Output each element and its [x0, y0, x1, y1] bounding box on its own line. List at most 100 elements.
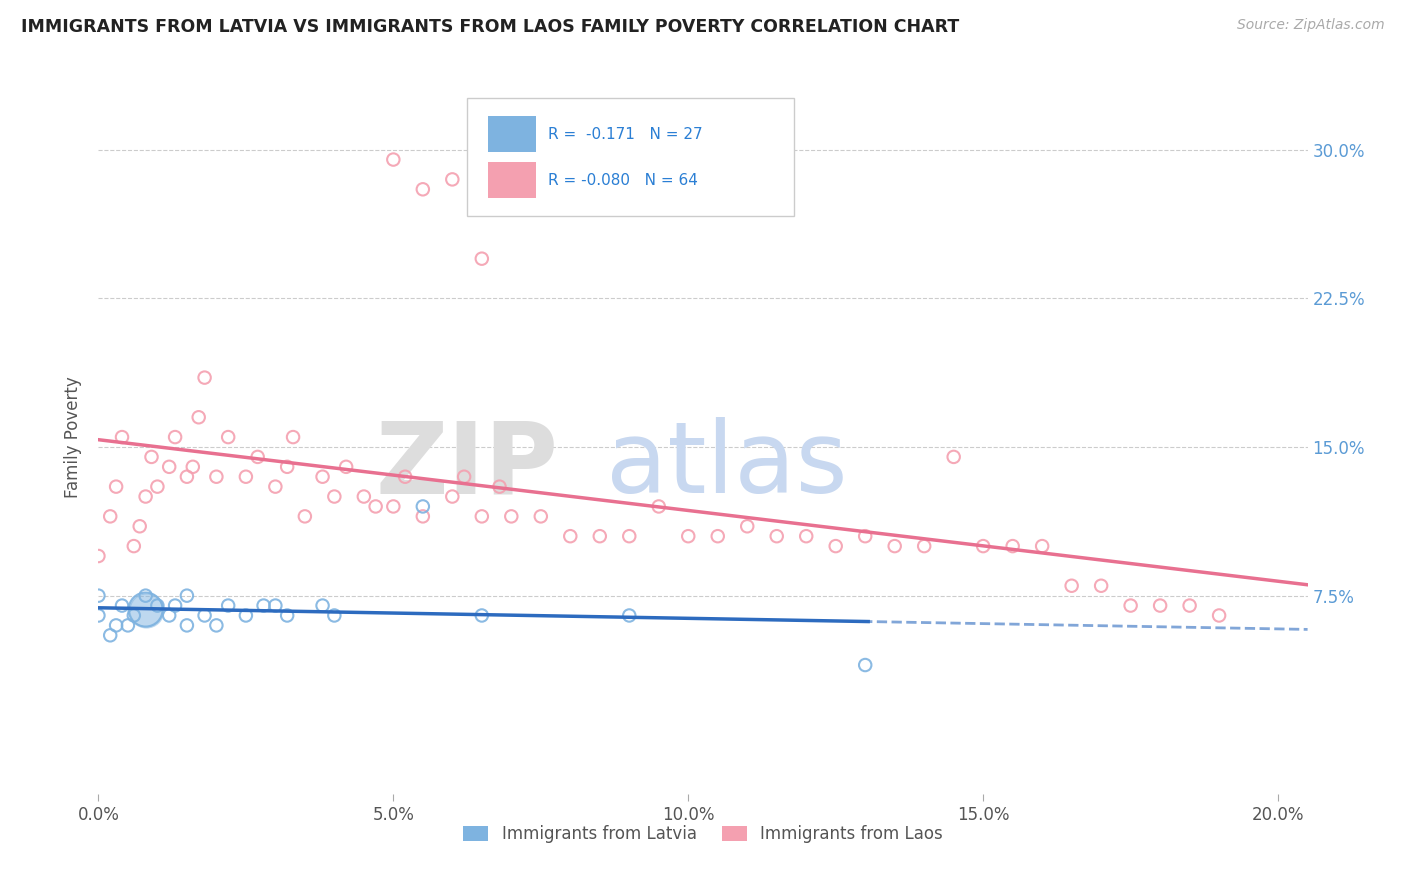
Point: [276, 608, 298, 623]
Point: [205, 618, 228, 632]
Point: [1090, 579, 1112, 593]
Point: [883, 539, 905, 553]
Point: [87, 608, 110, 623]
Point: [619, 608, 641, 623]
Point: [453, 469, 475, 483]
Point: [765, 529, 787, 543]
Point: [311, 599, 333, 613]
Point: [157, 608, 180, 623]
Text: R =  -0.171   N = 27: R = -0.171 N = 27: [548, 127, 703, 142]
Point: [441, 490, 464, 504]
Point: [187, 410, 209, 425]
Point: [105, 618, 128, 632]
Text: Source: ZipAtlas.com: Source: ZipAtlas.com: [1237, 18, 1385, 32]
Point: [194, 608, 217, 623]
Point: [176, 618, 198, 632]
FancyBboxPatch shape: [467, 98, 793, 216]
Point: [217, 430, 239, 444]
Point: [335, 459, 357, 474]
FancyBboxPatch shape: [488, 162, 536, 198]
Point: [1149, 599, 1171, 613]
Y-axis label: Family Poverty: Family Poverty: [65, 376, 83, 498]
Point: [394, 469, 416, 483]
Point: [128, 519, 150, 533]
Point: [141, 450, 163, 464]
Point: [235, 608, 257, 623]
Point: [364, 500, 387, 514]
Point: [471, 509, 494, 524]
Legend: Immigrants from Latvia, Immigrants from Laos: Immigrants from Latvia, Immigrants from …: [457, 819, 949, 850]
Point: [294, 509, 316, 524]
Point: [441, 172, 464, 186]
Point: [353, 490, 375, 504]
Point: [157, 459, 180, 474]
Point: [382, 153, 405, 167]
Point: [1178, 599, 1201, 613]
Point: [412, 500, 434, 514]
Point: [181, 459, 204, 474]
Point: [735, 519, 758, 533]
Text: ZIP: ZIP: [375, 417, 558, 514]
Point: [648, 500, 671, 514]
Point: [412, 509, 434, 524]
Point: [146, 480, 169, 494]
Point: [311, 469, 333, 483]
Point: [135, 602, 157, 616]
Point: [912, 539, 935, 553]
Point: [1001, 539, 1024, 553]
Point: [276, 459, 298, 474]
Point: [972, 539, 994, 553]
Point: [1060, 579, 1083, 593]
Point: [824, 539, 846, 553]
Point: [165, 599, 187, 613]
Point: [942, 450, 965, 464]
FancyBboxPatch shape: [488, 116, 536, 152]
Point: [122, 608, 145, 623]
Point: [135, 589, 157, 603]
Point: [135, 490, 157, 504]
Point: [264, 599, 287, 613]
Point: [1031, 539, 1053, 553]
Point: [501, 509, 523, 524]
Point: [264, 480, 287, 494]
Point: [382, 500, 405, 514]
Point: [853, 658, 876, 673]
Point: [589, 529, 612, 543]
Point: [1208, 608, 1230, 623]
Point: [98, 509, 121, 524]
Point: [1119, 599, 1142, 613]
Point: [87, 589, 110, 603]
Text: atlas: atlas: [606, 417, 848, 514]
Text: R = -0.080   N = 64: R = -0.080 N = 64: [548, 173, 699, 188]
Point: [281, 430, 304, 444]
Point: [146, 599, 169, 613]
Point: [323, 608, 346, 623]
Text: IMMIGRANTS FROM LATVIA VS IMMIGRANTS FROM LAOS FAMILY POVERTY CORRELATION CHART: IMMIGRANTS FROM LATVIA VS IMMIGRANTS FRO…: [21, 18, 959, 36]
Point: [165, 430, 187, 444]
Point: [246, 450, 269, 464]
Point: [217, 599, 239, 613]
Point: [560, 529, 582, 543]
Point: [98, 628, 121, 642]
Point: [678, 529, 700, 543]
Point: [853, 529, 876, 543]
Point: [488, 480, 510, 494]
Point: [105, 480, 128, 494]
Point: [194, 370, 217, 384]
Point: [111, 430, 134, 444]
Point: [205, 469, 228, 483]
Point: [619, 529, 641, 543]
Point: [794, 529, 817, 543]
Point: [471, 252, 494, 266]
Point: [87, 549, 110, 563]
Point: [235, 469, 257, 483]
Point: [135, 602, 157, 616]
Point: [412, 182, 434, 196]
Point: [252, 599, 274, 613]
Point: [176, 469, 198, 483]
Point: [323, 490, 346, 504]
Point: [111, 599, 134, 613]
Point: [471, 608, 494, 623]
Point: [122, 539, 145, 553]
Point: [530, 509, 553, 524]
